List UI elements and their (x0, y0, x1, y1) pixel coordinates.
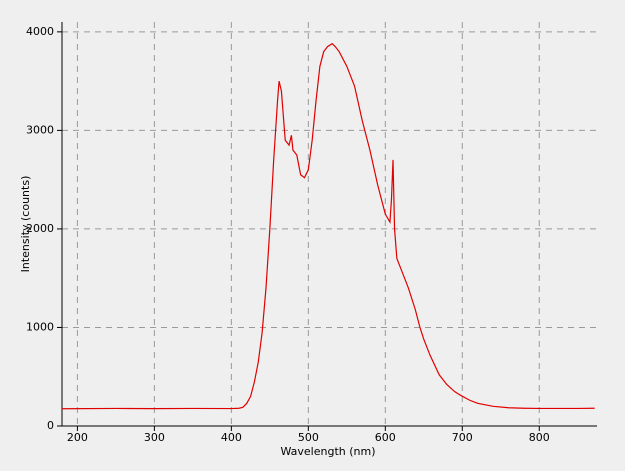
x-tick-label: 400 (221, 431, 242, 444)
y-axis-label: Intensity (counts) (19, 176, 32, 273)
x-tick-label: 300 (144, 431, 165, 444)
y-tick-label: 4000 (26, 25, 54, 38)
x-tick-label: 500 (298, 431, 319, 444)
y-tick-label: 1000 (26, 320, 54, 333)
y-tick-label: 0 (47, 419, 54, 432)
x-tick-label: 700 (452, 431, 473, 444)
x-tick-label: 200 (67, 431, 88, 444)
x-tick-label: 800 (529, 431, 550, 444)
spectrum-line (61, 42, 595, 410)
y-tick-label: 3000 (26, 123, 54, 136)
x-tick-label: 600 (375, 431, 396, 444)
y-tick-label: 2000 (26, 222, 54, 235)
x-axis-label: Wavelength (nm) (280, 445, 375, 458)
